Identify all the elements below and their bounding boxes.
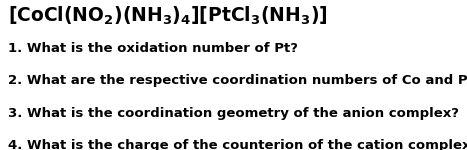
Text: 2. What are the respective coordination numbers of Co and Pt?: 2. What are the respective coordination … xyxy=(8,74,467,87)
Text: $\mathbf{[CoCl(NO_2)(NH_3)_4][PtCl_3(NH_3)]}$: $\mathbf{[CoCl(NO_2)(NH_3)_4][PtCl_3(NH_… xyxy=(8,4,328,27)
Text: 1. What is the oxidation number of Pt?: 1. What is the oxidation number of Pt? xyxy=(8,42,298,55)
Text: 4. What is the charge of the counterion of the cation complex?: 4. What is the charge of the counterion … xyxy=(8,139,467,150)
Text: 3. What is the coordination geometry of the anion complex?: 3. What is the coordination geometry of … xyxy=(8,106,460,120)
